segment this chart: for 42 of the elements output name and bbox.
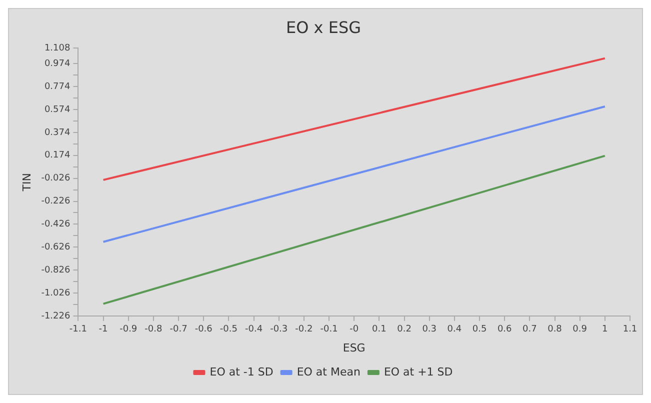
x-tick-label: -1	[98, 324, 108, 335]
y-tick-label: -1.026	[41, 288, 70, 298]
x-tick-label: 0.4	[447, 324, 462, 335]
x-tick-label: 0.1	[372, 324, 386, 335]
y-tick-label: -0.626	[41, 242, 70, 252]
legend-label: EO at +1 SD	[384, 365, 453, 378]
x-axis-title: ESG	[342, 341, 366, 354]
x-tick-label: 0.9	[572, 324, 588, 335]
y-tick-label: -1.226	[41, 311, 70, 322]
y-tick-label: 0.174	[44, 150, 70, 161]
y-tick-label: -0.026	[41, 174, 70, 184]
x-tick-label: 0.8	[548, 324, 562, 335]
x-tick-label: -0.4	[245, 324, 263, 335]
x-tick-label: 1.1	[622, 324, 638, 335]
x-tick-label: 1	[602, 324, 608, 335]
legend-label: EO at -1 SD	[210, 365, 274, 378]
x-tick-label: -0.3	[270, 324, 288, 335]
x-tick-label: -0.8	[144, 324, 163, 335]
y-tick-label: 0.774	[44, 82, 70, 92]
x-tick-label: -0.9	[120, 324, 138, 335]
legend-label: EO at Mean	[296, 365, 360, 378]
x-tick-label: -1.1	[69, 324, 87, 335]
chart-title: EO x ESG	[286, 18, 362, 37]
x-tick-label: 0.2	[397, 324, 412, 335]
y-tick-label: 0.974	[44, 58, 70, 69]
x-tick-label: 0.5	[472, 324, 487, 335]
y-axis-title: TIN	[20, 173, 34, 192]
y-tick-label: -0.226	[41, 196, 70, 207]
x-tick-label: -0.6	[194, 324, 213, 335]
x-tick-label: -0	[350, 324, 359, 335]
y-tick-label: 1.108	[44, 44, 70, 54]
x-tick-label: -0.7	[170, 324, 188, 335]
x-tick-label: 0.7	[522, 324, 537, 335]
x-tick-label: 0.6	[497, 324, 512, 335]
y-tick-label: 0.374	[44, 128, 70, 138]
x-tick-label: -0.2	[295, 324, 313, 335]
y-tick-label: 0.574	[44, 104, 70, 115]
x-tick-label: -0.5	[220, 324, 238, 335]
x-tick-label: 0.3	[422, 324, 437, 335]
x-tick-label: -0.1	[320, 324, 338, 335]
y-tick-label: -0.826	[41, 265, 70, 276]
y-tick-label: -0.426	[41, 220, 70, 230]
